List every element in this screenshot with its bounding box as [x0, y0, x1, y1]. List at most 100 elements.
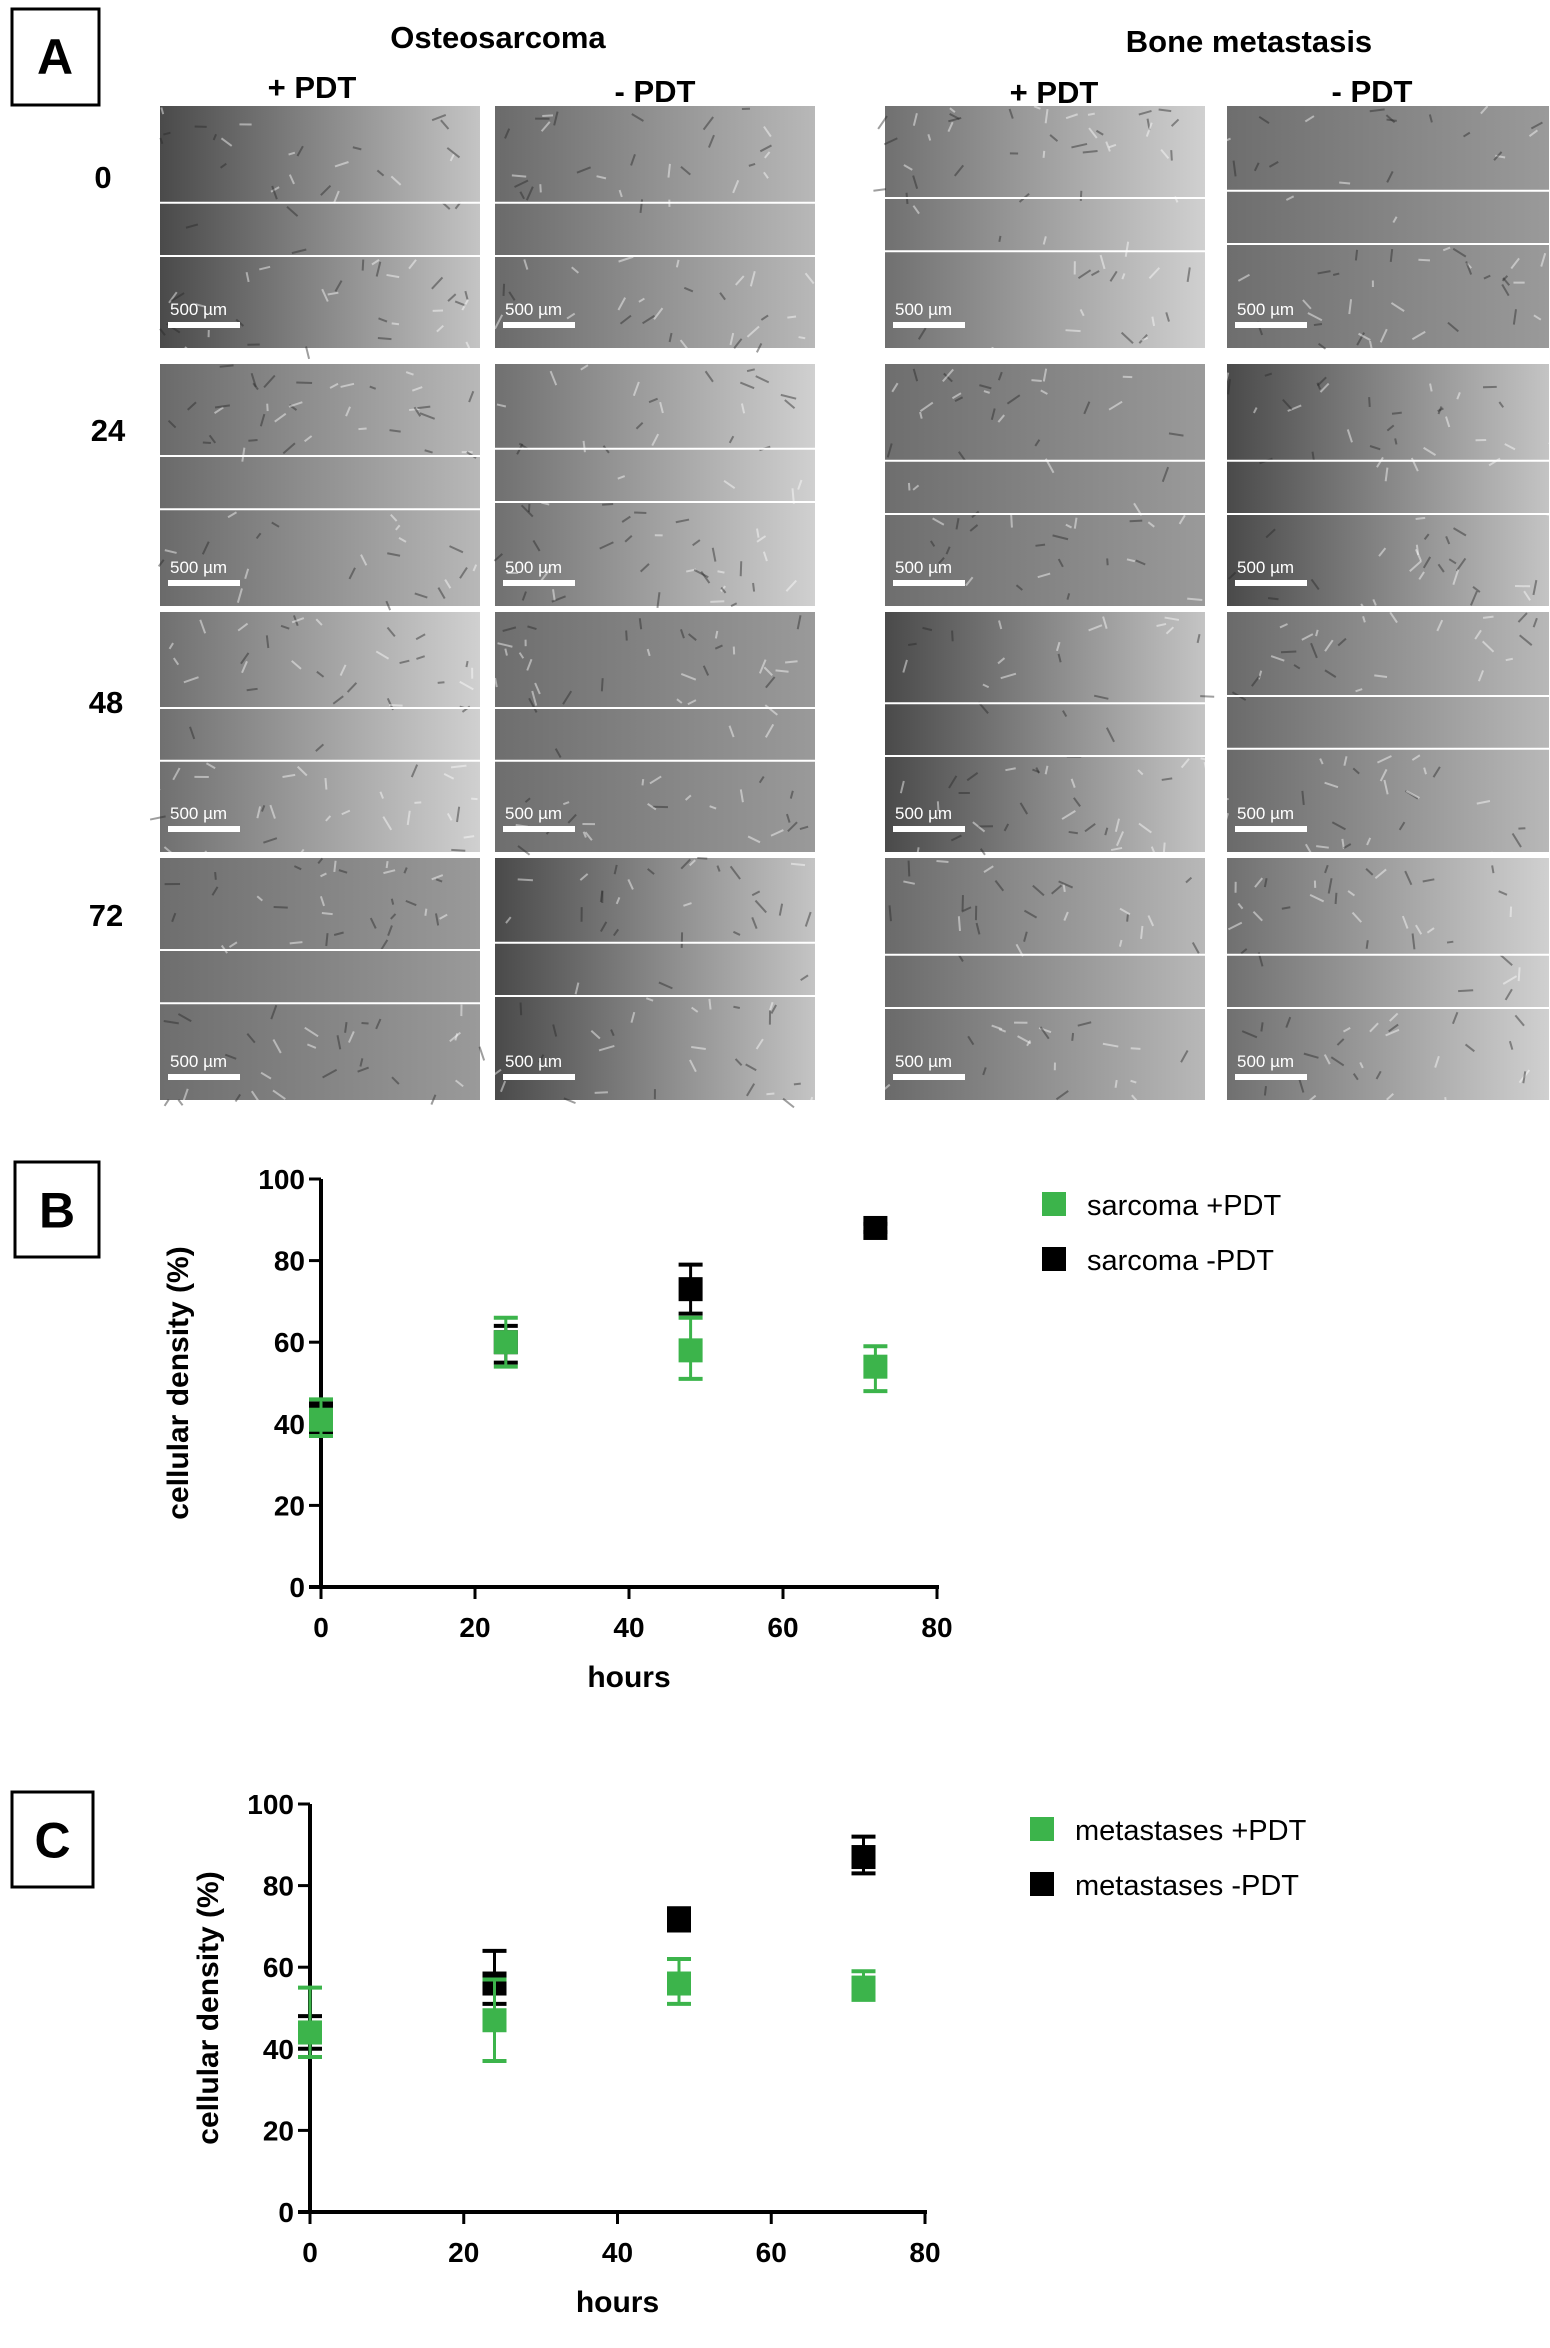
micrograph-osteo-minus-pdt-t72: 500 µm [487, 857, 815, 1113]
cell-mark [459, 680, 474, 691]
cell-mark [1241, 1030, 1258, 1039]
cell-mark [1327, 878, 1333, 894]
cell-mark [1118, 939, 1123, 947]
panel-label: C [34, 1813, 70, 1869]
cell-mark [332, 695, 344, 705]
cell-mark [1165, 312, 1170, 322]
cell-mark [1095, 129, 1104, 136]
cell-mark [1083, 401, 1091, 415]
cell-mark [263, 374, 276, 389]
cell-mark [1254, 877, 1264, 888]
micrograph-image [885, 364, 1205, 606]
scale-bar-label: 500 µm [895, 1052, 952, 1071]
scale-bar [893, 580, 965, 586]
cell-mark [1386, 118, 1397, 122]
legend-swatch [1030, 1872, 1054, 1896]
cell-mark [263, 837, 278, 844]
micrograph-osteo-minus-pdt-t48: 500 µm [494, 612, 815, 856]
cell-mark [1337, 637, 1347, 647]
cell-mark [720, 585, 726, 592]
cell-mark [1415, 544, 1420, 556]
scale-bar-label: 500 µm [505, 804, 562, 823]
cell-mark [647, 802, 657, 811]
cell-mark [1161, 777, 1173, 781]
cell-mark [912, 484, 920, 491]
cell-mark [998, 620, 1003, 630]
cell-mark [240, 652, 250, 665]
scale-bar [503, 1074, 575, 1080]
cell-mark [1498, 401, 1505, 408]
cell-mark [758, 659, 767, 674]
cell-mark [296, 145, 304, 157]
cell-mark [1304, 115, 1315, 123]
cell-mark [1389, 248, 1394, 262]
cell-mark [306, 1043, 317, 1049]
cell-mark [1411, 933, 1416, 950]
cell-mark [325, 933, 329, 947]
cell-mark [451, 848, 466, 852]
cell-mark [766, 1092, 775, 1096]
cell-mark [566, 312, 576, 320]
cell-mark [1476, 799, 1491, 805]
cell-mark [912, 113, 918, 126]
scale-bar-label: 500 µm [895, 300, 952, 319]
cell-mark [1035, 767, 1041, 774]
cell-mark [1232, 160, 1237, 177]
y-axis-label: cellular density (%) [162, 1246, 195, 1519]
cell-mark [1540, 252, 1547, 267]
cell-mark [1116, 831, 1125, 847]
micrograph-osteo-plus-pdt-t24: 500 µm [157, 364, 480, 611]
cell-mark [1465, 262, 1472, 269]
cell-mark [424, 908, 428, 916]
cell-mark [208, 434, 217, 444]
cell-mark [1264, 372, 1273, 377]
cell-mark [256, 895, 263, 902]
cell-mark [236, 588, 243, 603]
cell-mark [348, 567, 356, 580]
cell-mark [732, 930, 741, 936]
cell-mark [201, 541, 210, 555]
cell-mark [211, 886, 219, 896]
cell-mark [293, 615, 299, 627]
cell-mark [1352, 1073, 1359, 1081]
cell-mark [1347, 890, 1356, 897]
cell-mark [1401, 915, 1409, 929]
cell-mark [1126, 914, 1129, 922]
cell-mark [532, 539, 541, 552]
cell-mark [269, 804, 276, 819]
cell-mark [1303, 1052, 1319, 1059]
cell-mark [554, 748, 562, 758]
cell-mark [764, 704, 778, 716]
cell-mark [304, 1026, 319, 1038]
cell-mark [1044, 109, 1049, 124]
cell-mark [1533, 314, 1542, 321]
x-axis-label: hours [576, 2286, 659, 2319]
cell-mark [1010, 513, 1013, 528]
cell-mark [248, 438, 258, 442]
cell-mark [1178, 514, 1186, 525]
cell-mark [1140, 925, 1144, 939]
cell-mark [271, 521, 280, 528]
legend-item: metastases +PDT [1030, 1815, 1307, 1847]
cell-mark [758, 776, 765, 784]
cell-mark [385, 600, 392, 611]
cell-mark [1528, 129, 1539, 137]
cell-mark [332, 190, 340, 204]
micrograph-osteo-plus-pdt-t0: 500 µm [159, 106, 480, 360]
cell-mark [346, 682, 358, 693]
cell-mark [1414, 548, 1422, 562]
cell-mark [1145, 122, 1153, 137]
cell-mark [764, 723, 775, 738]
cell-mark [579, 873, 589, 881]
cell-mark [183, 676, 199, 684]
cell-mark [256, 806, 262, 819]
cell-mark [163, 131, 171, 136]
cell-mark [357, 1066, 370, 1073]
cell-mark [319, 895, 326, 907]
cell-mark [437, 587, 446, 599]
scale-bar [168, 1074, 240, 1080]
cell-mark [1091, 270, 1100, 277]
cell-mark [1170, 150, 1173, 161]
cell-mark [617, 475, 626, 480]
cell-mark [1032, 768, 1040, 773]
